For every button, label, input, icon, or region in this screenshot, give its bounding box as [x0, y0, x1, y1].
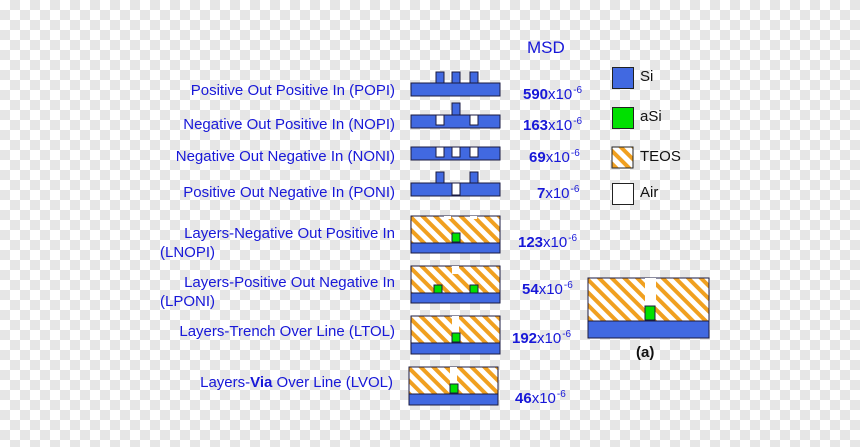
- row-label-nopi: Negative Out Positive In (NOPI): [183, 116, 395, 133]
- structure-poni: [410, 171, 501, 197]
- structure-popi: [410, 71, 501, 97]
- msd-value-popi: 590x10-6: [523, 85, 583, 103]
- structure-lnopi: [410, 215, 501, 254]
- structure-panel-a: [587, 277, 710, 339]
- structure-nopi: [410, 102, 501, 129]
- legend-swatch-air: [612, 183, 634, 205]
- msd-value-poni: 7x10-6: [537, 184, 580, 202]
- msd-value-ltol: 192x10-6: [512, 329, 572, 347]
- row-label-ltol: Layers-Trench Over Line (LTOL): [179, 323, 395, 340]
- structure-ltol: [410, 315, 501, 355]
- msd-header: MSD: [527, 38, 565, 57]
- row-label-noni: Negative Out Negative In (NONI): [175, 148, 395, 165]
- row-label-poni: Positive Out Negative In (PONI): [183, 184, 395, 201]
- legend-teos-hatch: [611, 146, 634, 169]
- structure-lvol: [408, 366, 499, 406]
- msd-value-nopi: 163x10-6: [523, 116, 583, 134]
- row-label-popi: Positive Out Positive In (POPI): [190, 82, 395, 99]
- legend-swatch-si: [612, 67, 634, 89]
- row-label-lnopi: Layers-Negative Out Positive In (LNOPI): [160, 225, 395, 261]
- row-label-lvol: Layers-Via Over Line (LVOL): [200, 374, 393, 391]
- msd-value-lnopi: 123x10-6: [518, 233, 578, 251]
- msd-value-lponi: 54x10-6: [522, 280, 573, 298]
- msd-value-lvol: 46x10-6: [515, 389, 566, 407]
- structure-noni: [410, 146, 501, 161]
- legend-swatch-asi: [612, 107, 634, 129]
- row-label-lponi: Layers-Positive Out Negative In (LPONI): [160, 274, 395, 310]
- msd-value-noni: 69x10-6: [529, 148, 580, 166]
- structure-lponi: [410, 265, 501, 304]
- panel-caption: (a): [636, 344, 655, 361]
